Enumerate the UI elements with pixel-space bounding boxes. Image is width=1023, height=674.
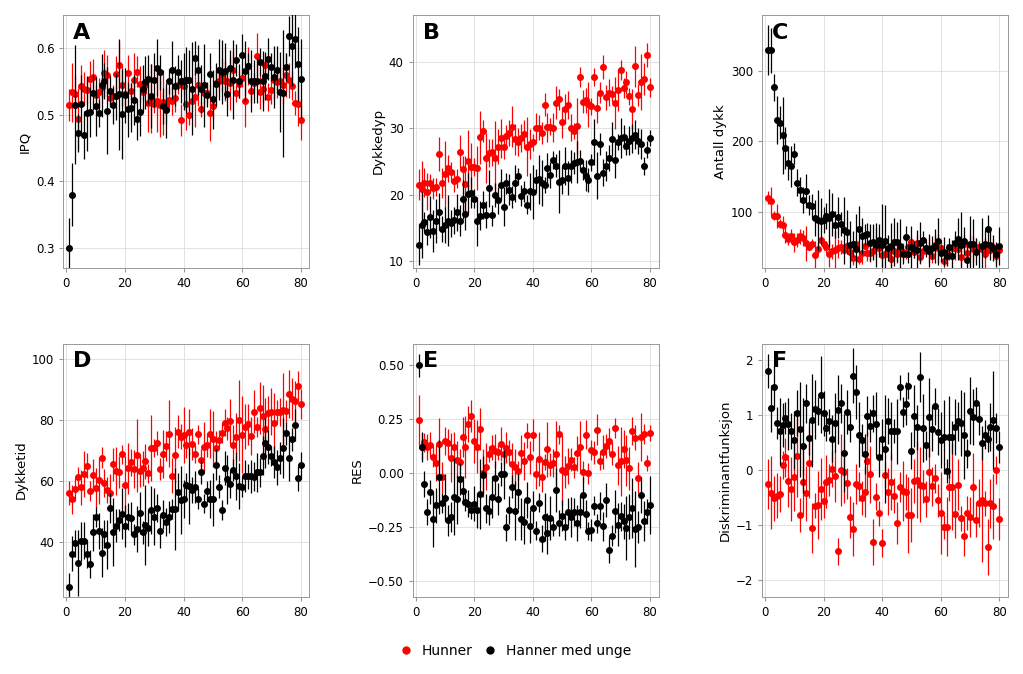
Text: F: F [772, 351, 787, 371]
Text: E: E [422, 351, 438, 371]
Y-axis label: Dykkedyp: Dykkedyp [371, 109, 385, 175]
Y-axis label: Dykketid: Dykketid [15, 441, 28, 499]
Text: D: D [74, 351, 92, 371]
Text: B: B [422, 23, 440, 42]
Text: A: A [74, 23, 90, 42]
Legend: Hunner, Hanner med unge: Hunner, Hanner med unge [387, 638, 636, 664]
Y-axis label: RES: RES [351, 457, 363, 483]
Text: C: C [772, 23, 789, 42]
Y-axis label: Diskriminantfunksjon: Diskriminantfunksjon [718, 400, 731, 541]
Y-axis label: Antall dykk: Antall dykk [714, 104, 726, 179]
Y-axis label: IPQ: IPQ [18, 130, 32, 152]
